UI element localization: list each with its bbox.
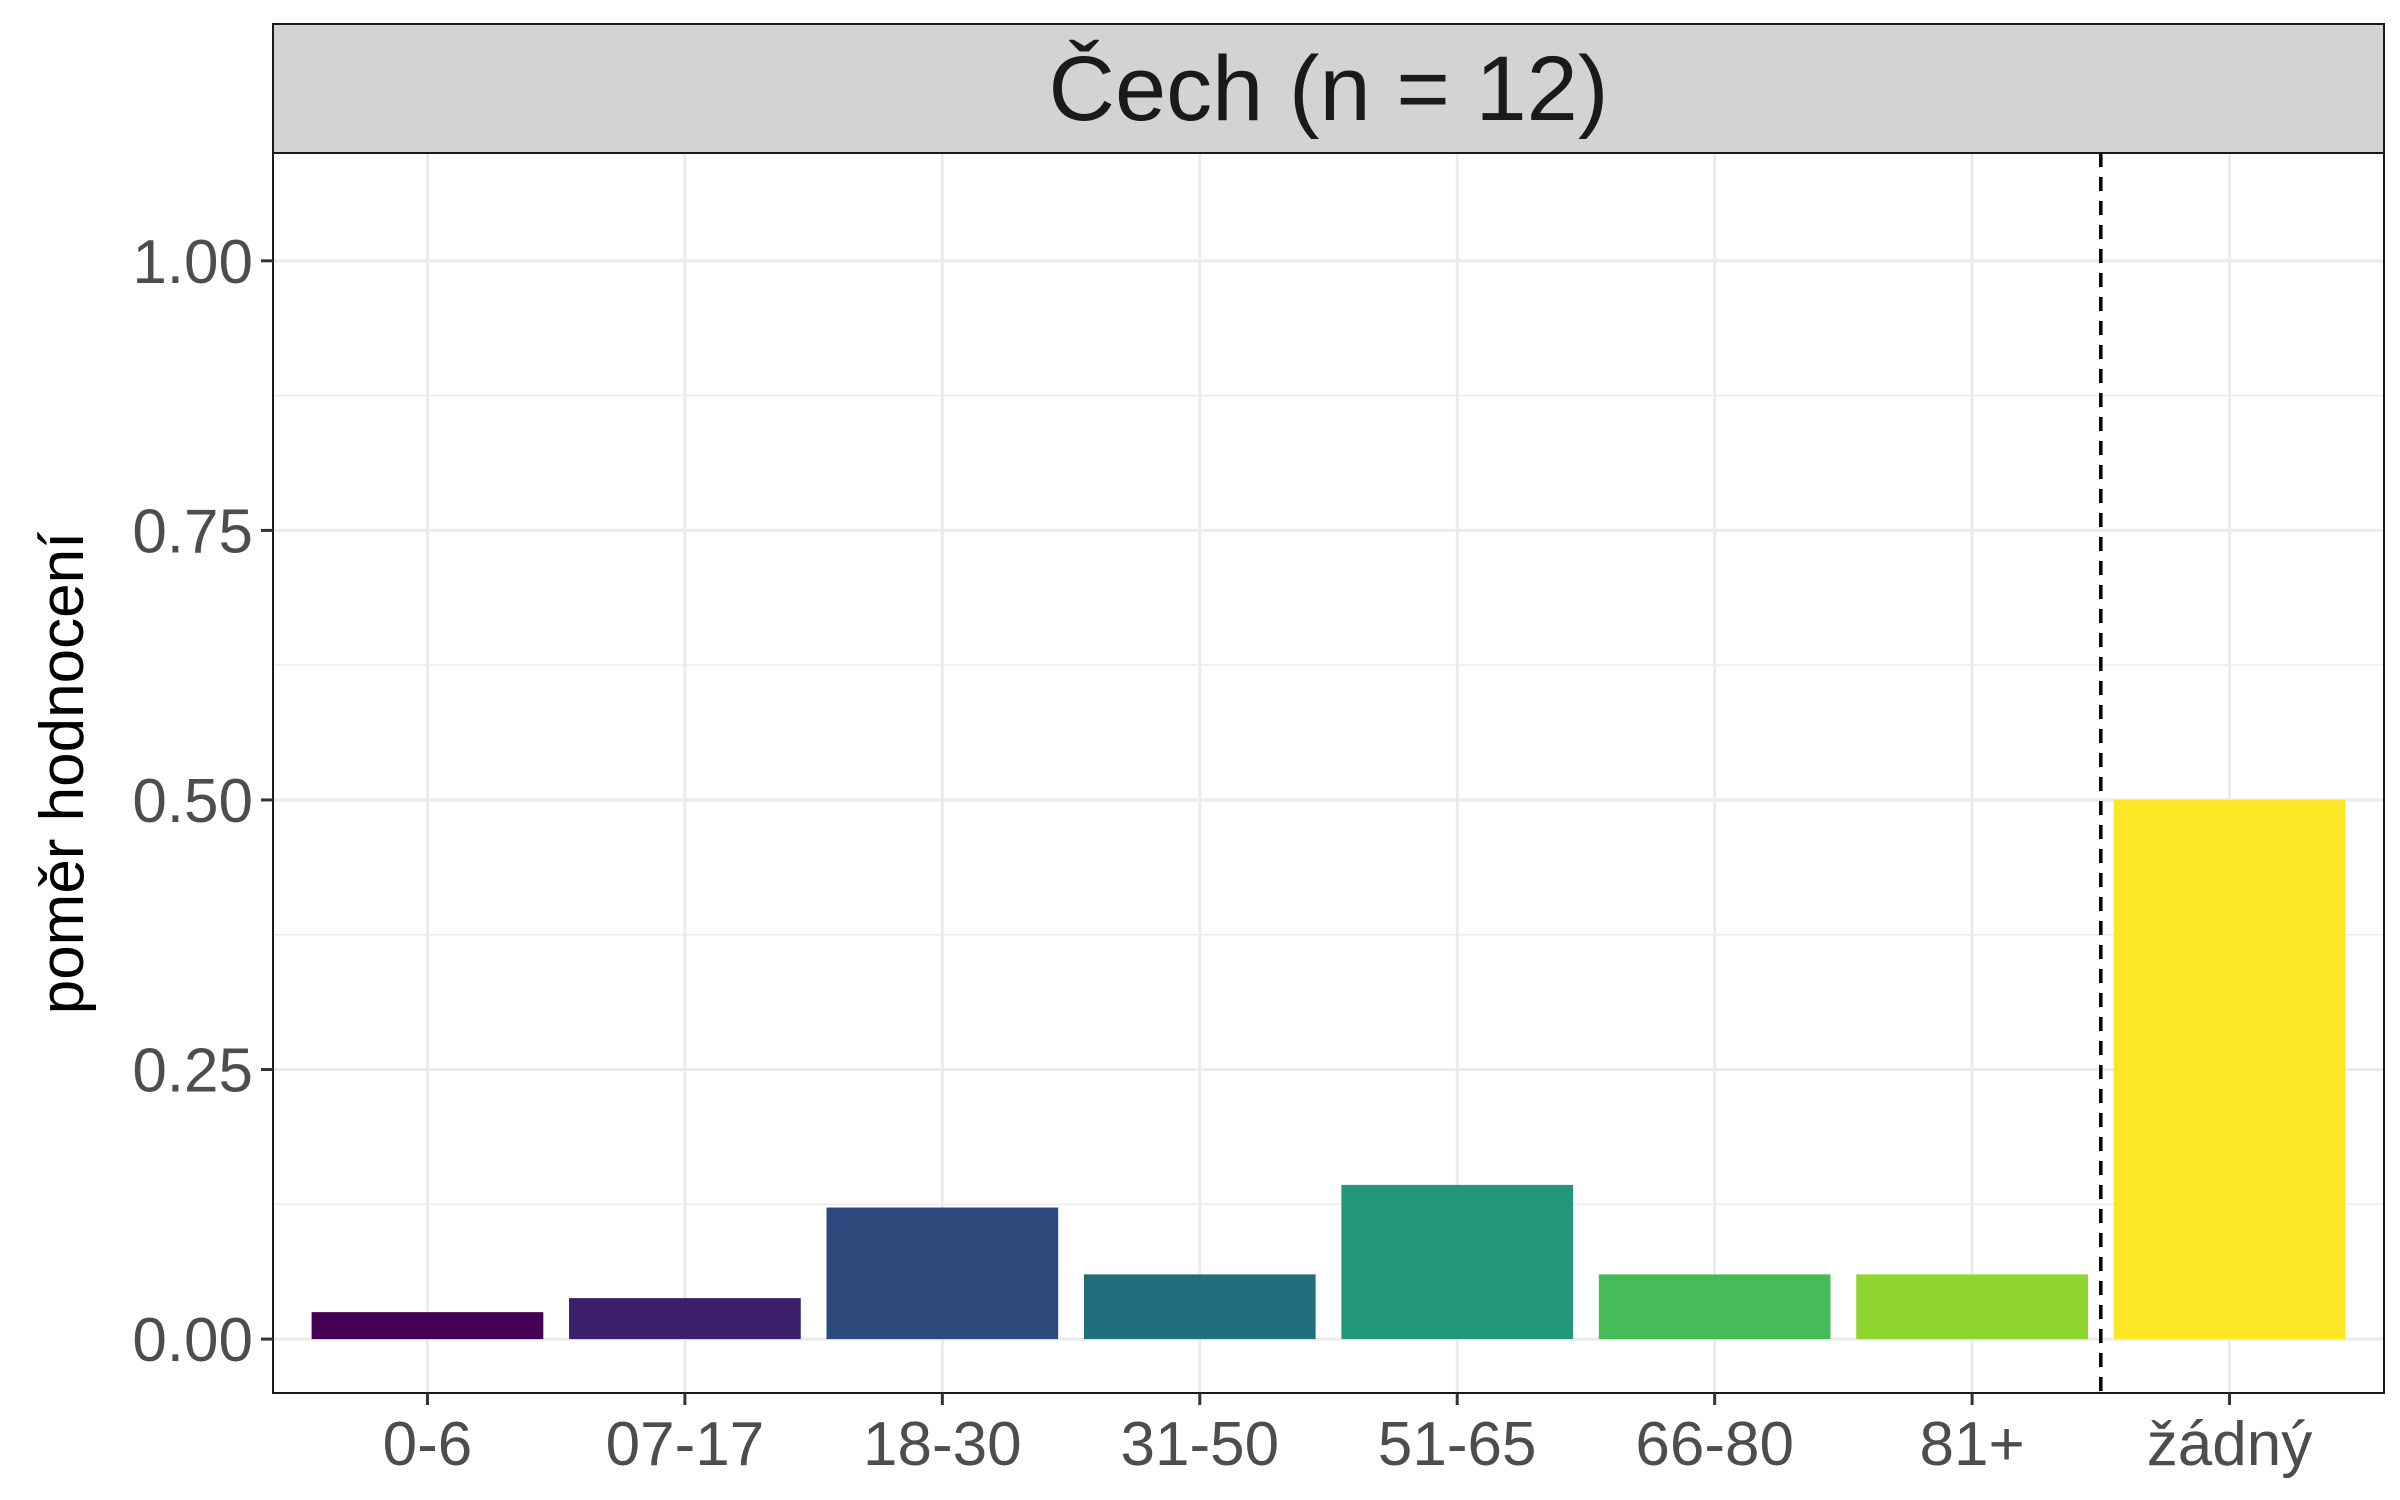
minor-gridlines — [273, 394, 2384, 1206]
y-tick-label: 0.50 — [132, 767, 253, 836]
y-tick-label: 1.00 — [132, 228, 253, 297]
facet-strip — [272, 23, 2385, 154]
y-tick-label: 0.25 — [132, 1037, 253, 1106]
y-tick-label: 0.00 — [132, 1306, 253, 1375]
bar — [1083, 1274, 1316, 1340]
bar — [1598, 1274, 1831, 1340]
x-tick-label: žádný — [2147, 1410, 2312, 1479]
bar — [1341, 1184, 1574, 1340]
y-axis: 0.00 0.25 0.50 0.75 1.00 — [132, 228, 273, 1375]
x-axis: 0-6 07-17 18-30 31-50 51-65 66-80 81+ žádný — [383, 1393, 2312, 1479]
x-tick-label: 81+ — [1920, 1410, 2025, 1479]
bar — [569, 1298, 801, 1340]
x-tick-label: 07-17 — [606, 1410, 765, 1479]
x-tick-label: 31-50 — [1120, 1410, 1279, 1479]
x-tick-label: 66-80 — [1635, 1410, 1794, 1479]
bar — [2113, 799, 2346, 1340]
facet-strip-label: Čech (n = 12) — [1049, 38, 1609, 140]
bar — [1856, 1274, 2088, 1340]
x-tick-label: 51-65 — [1378, 1410, 1537, 1479]
bar — [826, 1207, 1059, 1340]
x-tick-label: 18-30 — [863, 1410, 1022, 1479]
bars — [311, 799, 2346, 1340]
bar — [311, 1312, 544, 1340]
y-axis-title: poměr hodnocení — [28, 532, 97, 1015]
plot-panel — [273, 153, 2384, 1393]
x-tick-label: 0-6 — [383, 1410, 473, 1479]
y-tick-label: 0.75 — [132, 497, 253, 566]
